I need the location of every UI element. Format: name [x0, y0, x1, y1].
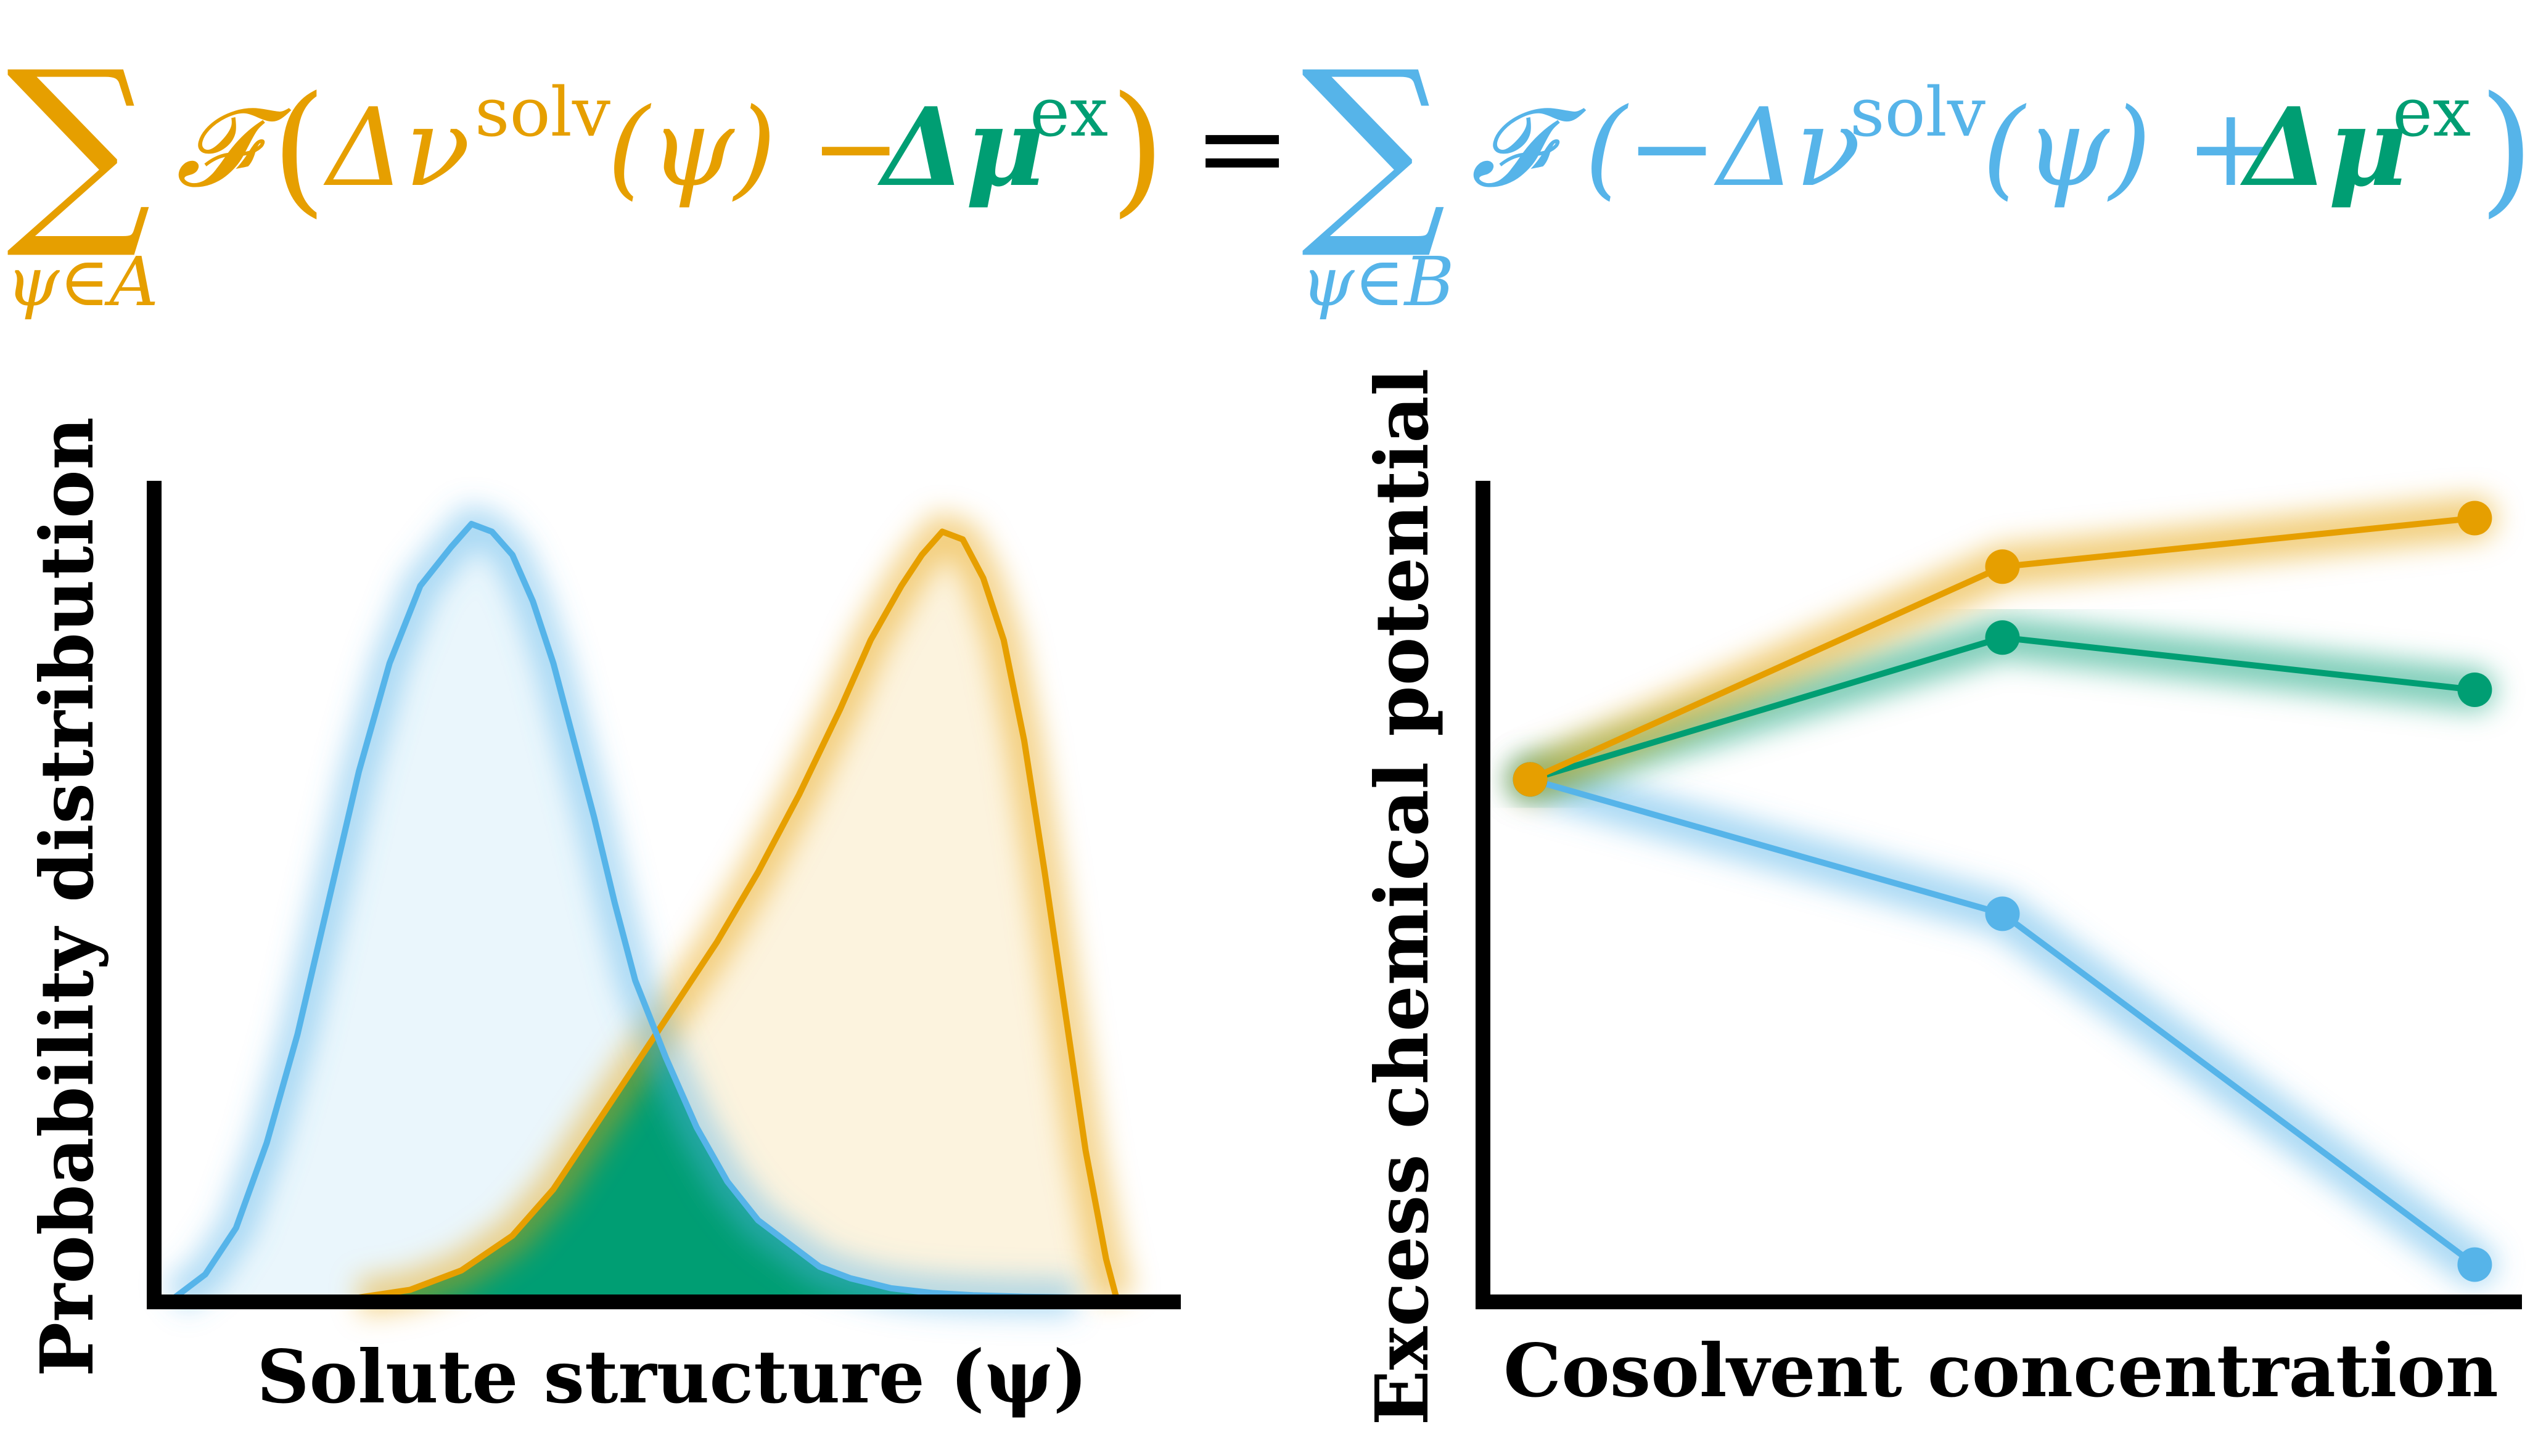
- equals-sign: =: [1193, 80, 1291, 216]
- lhs-close-paren: ): [1110, 67, 1165, 231]
- distribution-blue-fill: [175, 524, 1076, 1298]
- lhs-sum-symbol: ∑: [6, 27, 152, 264]
- distribution-chart: Solute structure (ψ) Probability distrib…: [24, 417, 1181, 1420]
- lhs-sum-subscript: ψ∈A: [6, 242, 158, 321]
- rhs-sum-symbol: ∑: [1301, 27, 1447, 264]
- potential-blue-point-1: [1985, 896, 2020, 931]
- potential-plot-area: [1508, 496, 2497, 1286]
- rhs-solv-superscript: solv: [1850, 73, 1985, 152]
- potential-blue-line: [1529, 776, 2477, 1267]
- potential-x-label: Cosolvent concentration: [1503, 1328, 2499, 1413]
- potential-chart: Cosolvent concentration Excess chemical …: [1359, 369, 2522, 1426]
- distribution-x-label: Solute structure (ψ): [257, 1334, 1087, 1420]
- distribution-overlap-fill: [154, 1034, 1178, 1298]
- distribution-orange-curve: [358, 528, 1120, 1301]
- potential-blue-point-2: [2457, 1247, 2492, 1282]
- potential-orange-point-1: [1985, 549, 2020, 584]
- potential-green-point-1: [1985, 620, 2020, 655]
- rhs-argument: (ψ) +: [1982, 86, 2276, 211]
- lhs-delta-nu: Δν: [323, 86, 470, 211]
- lhs-open-paren: (: [271, 67, 327, 231]
- rhs-sum-subscript: ψ∈B: [1301, 242, 1455, 321]
- potential-green-point-2: [2457, 673, 2492, 708]
- rhs-functional-F: 𝓕: [1471, 86, 1587, 211]
- rhs-ex-superscript: ex: [2392, 73, 2471, 152]
- distribution-blue-curve: [173, 521, 1076, 1301]
- lhs-argument: (ψ) −: [607, 86, 901, 211]
- rhs-close-paren: ): [2479, 67, 2534, 231]
- lhs-delta-mu: Δμ: [877, 84, 1045, 211]
- distribution-y-label: Probability distribution: [24, 417, 110, 1376]
- rhs-open-paren-minus-delta-nu: (−Δν: [1585, 86, 1861, 211]
- potential-y-label: Excess chemical potential: [1359, 369, 1445, 1426]
- lhs-ex-superscript: ex: [1030, 73, 1108, 152]
- rhs-delta-mu: Δμ: [2240, 84, 2407, 211]
- potential-orange-point-2: [2457, 501, 2492, 536]
- distribution-plot-area: [154, 505, 1178, 1316]
- potential-blue-glow: [1508, 758, 2497, 1286]
- lhs-solv-superscript: solv: [475, 73, 610, 152]
- potential-orange-point-0: [1513, 762, 1548, 797]
- equation: ∑ ψ∈A 𝓕 ( Δν solv (ψ) − Δμ ex ) = ∑ ψ∈B …: [6, 27, 2534, 321]
